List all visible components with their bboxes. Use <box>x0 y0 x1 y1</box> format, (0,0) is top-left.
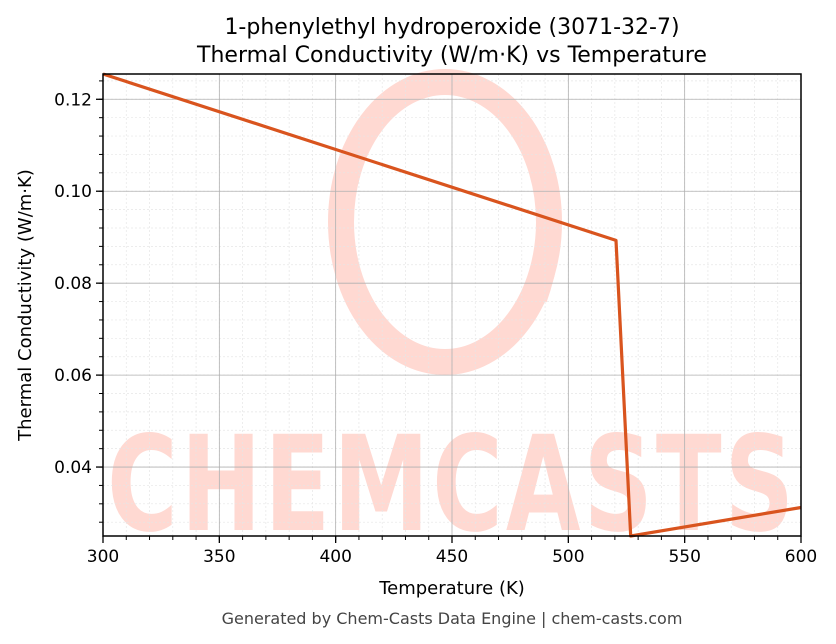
y-tick-label: 0.04 <box>54 458 92 478</box>
x-tick-label: 500 <box>552 547 584 567</box>
x-tick-label: 400 <box>319 547 351 567</box>
y-tick-label: 0.12 <box>54 90 92 110</box>
y-tick-label: 0.08 <box>54 274 92 294</box>
x-axis-label: Temperature (K) <box>378 578 525 599</box>
y-tick-label: 0.06 <box>54 366 92 386</box>
series-layer <box>102 72 802 538</box>
chart-title-line1: 1-phenylethyl hydroperoxide (3071-32-7) <box>224 15 679 40</box>
y-axis-ticks: 0.04 0.06 0.08 0.10 0.12 <box>54 80 103 523</box>
x-tick-label: 550 <box>668 547 700 567</box>
x-axis-ticks: 300 350 400 450 500 550 600 <box>87 536 817 567</box>
x-tick-label: 450 <box>436 547 468 567</box>
y-tick-label: 0.10 <box>54 182 92 202</box>
y-axis-label: Thermal Conductivity (W/m·K) <box>15 169 36 442</box>
series-line <box>102 72 802 538</box>
watermark-swirl-icon <box>328 69 562 375</box>
major-grid <box>102 74 802 536</box>
x-tick-label: 600 <box>785 547 817 567</box>
x-tick-label: 300 <box>87 547 119 567</box>
footer-credit: Generated by Chem-Casts Data Engine | ch… <box>222 609 683 628</box>
x-tick-label: 350 <box>203 547 235 567</box>
chart-title-line2: Thermal Conductivity (W/m·K) vs Temperat… <box>196 43 707 68</box>
